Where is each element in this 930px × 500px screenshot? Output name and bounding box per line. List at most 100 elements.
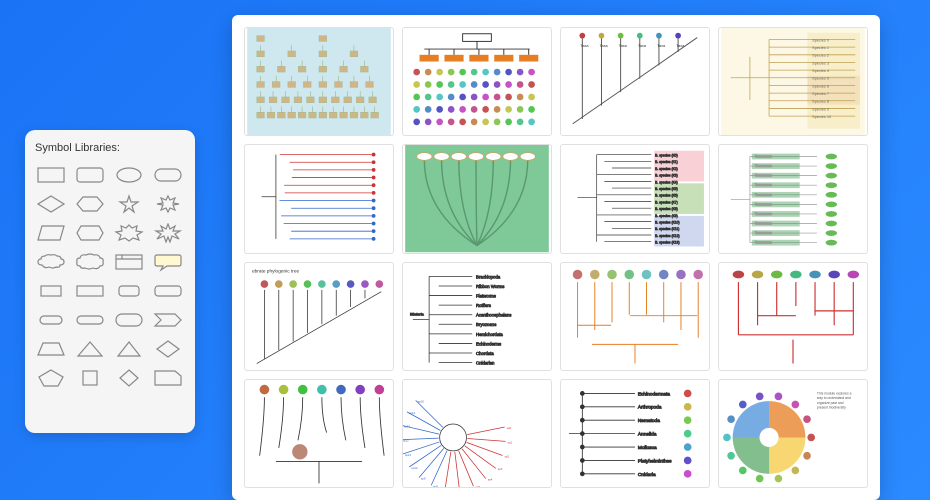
svg-text:B. species (K2): B. species (K2)	[655, 167, 678, 171]
svg-text:Bryozoans: Bryozoans	[476, 322, 496, 327]
template-thumb-t14[interactable]: sp0sp1sp2sp3sp4sp5sp6sp7sp8sp9sp10sp11sp…	[402, 379, 552, 488]
shape-trapezoid[interactable]	[35, 338, 67, 360]
template-thumb-t12[interactable]	[718, 262, 868, 371]
template-thumb-t15[interactable]: EchinodermataArthropodaNematodaAnnelidaM…	[560, 379, 710, 488]
shape-parallelogram[interactable]	[35, 222, 67, 244]
panel-title: Symbol Libraries:	[35, 142, 185, 154]
svg-text:sp13: sp13	[404, 424, 411, 428]
shape-small-rect[interactable]	[35, 280, 67, 302]
shape-rhombus[interactable]	[152, 338, 184, 360]
shape-wd-round-rect[interactable]	[152, 280, 184, 302]
svg-text:B. species (K1): B. species (K1)	[655, 160, 678, 164]
template-thumb-t6[interactable]	[402, 144, 552, 253]
template-thumb-t3[interactable]: TaxaTaxaTaxaTaxaTaxaTaxa	[560, 27, 710, 136]
shape-diamond[interactable]	[35, 193, 67, 215]
svg-text:Mollusca: Mollusca	[638, 445, 657, 451]
svg-text:Annelida: Annelida	[638, 431, 657, 437]
svg-text:organize past and: organize past and	[817, 401, 844, 405]
svg-text:Taxonname: Taxonname	[755, 174, 772, 178]
template-thumb-t4[interactable]: Species 0Species 1Species 2Species 3Spec…	[718, 27, 868, 136]
svg-text:Taxonname: Taxonname	[755, 241, 772, 245]
svg-text:B. species (K3): B. species (K3)	[655, 174, 678, 178]
svg-text:Bilateria: Bilateria	[410, 312, 425, 316]
svg-text:Brachiopoda: Brachiopoda	[476, 274, 501, 279]
svg-text:sp8: sp8	[433, 484, 438, 487]
template-thumb-t13[interactable]	[244, 379, 394, 488]
shape-rect[interactable]	[35, 164, 67, 186]
symbol-libraries-panel: Symbol Libraries:	[25, 130, 195, 433]
svg-text:B. species (K10): B. species (K10)	[655, 221, 680, 225]
svg-text:Species 7: Species 7	[812, 92, 829, 96]
template-thumb-t11[interactable]	[560, 262, 710, 371]
svg-text:sp12: sp12	[403, 438, 409, 442]
shape-grid	[35, 164, 185, 389]
svg-text:sp5: sp5	[475, 485, 480, 487]
shape-triangle[interactable]	[74, 338, 106, 360]
svg-text:Taxonname: Taxonname	[755, 164, 772, 168]
shape-sm-round-rect[interactable]	[113, 280, 145, 302]
svg-text:Echinoderms: Echinoderms	[476, 341, 501, 346]
shape-capsule[interactable]	[152, 164, 184, 186]
shape-long-pill[interactable]	[74, 309, 106, 331]
shape-burst[interactable]	[152, 193, 184, 215]
gallery-grid: TaxaTaxaTaxaTaxaTaxaTaxaSpecies 0Species…	[244, 27, 868, 488]
svg-text:sp15: sp15	[418, 399, 425, 403]
svg-text:Species 4: Species 4	[812, 69, 830, 73]
svg-text:Taxa: Taxa	[676, 44, 685, 48]
shape-pentagon[interactable]	[35, 367, 67, 389]
template-thumb-t16[interactable]: This module explores away to understand …	[718, 379, 868, 488]
template-thumb-t9[interactable]: ebrate phylogenic tree	[244, 262, 394, 371]
svg-text:B. species (K9): B. species (K9)	[655, 214, 678, 218]
svg-text:B. species (K7): B. species (K7)	[655, 201, 678, 205]
shape-big-cloud[interactable]	[74, 251, 106, 273]
shape-triangle2[interactable]	[113, 338, 145, 360]
shape-spiky-burst[interactable]	[152, 222, 184, 244]
shape-rounded-rect[interactable]	[74, 164, 106, 186]
svg-text:Species 6: Species 6	[812, 84, 829, 88]
svg-text:Cnidarian: Cnidarian	[476, 360, 495, 365]
svg-text:B. species (K4): B. species (K4)	[655, 181, 678, 185]
svg-text:sp4: sp4	[488, 477, 493, 481]
shape-speech-bubble[interactable]	[152, 251, 184, 273]
svg-text:present biodiversity: present biodiversity	[817, 405, 846, 409]
svg-text:Species 2: Species 2	[812, 54, 829, 58]
shape-hexagon[interactable]	[74, 222, 106, 244]
shape-pill[interactable]	[35, 309, 67, 331]
template-thumb-t1[interactable]	[244, 27, 394, 136]
template-gallery-panel: TaxaTaxaTaxaTaxaTaxaTaxaSpecies 0Species…	[232, 15, 880, 500]
svg-text:Taxa: Taxa	[580, 44, 589, 48]
shape-square[interactable]	[74, 367, 106, 389]
svg-text:Taxonname: Taxonname	[755, 183, 772, 187]
shape-cloud[interactable]	[35, 251, 67, 273]
svg-text:Taxa: Taxa	[657, 44, 666, 48]
template-thumb-t8[interactable]: Taxonname Taxonname Taxonname Taxonname Taxo…	[718, 144, 868, 253]
svg-text:sp9: sp9	[421, 476, 426, 480]
svg-text:ebrate phylogenic tree: ebrate phylogenic tree	[252, 268, 300, 274]
shape-octagon[interactable]	[74, 193, 106, 215]
shape-jagged-burst[interactable]	[113, 222, 145, 244]
shape-ellipse[interactable]	[113, 164, 145, 186]
shape-chevron-right[interactable]	[152, 309, 184, 331]
shape-star[interactable]	[113, 193, 145, 215]
template-thumb-t5[interactable]	[244, 144, 394, 253]
svg-text:Taxa: Taxa	[619, 44, 628, 48]
template-thumb-t2[interactable]	[402, 27, 552, 136]
template-thumb-t7[interactable]: B. species (K0) B. species (K1) B. species…	[560, 144, 710, 253]
svg-text:B. species (K0): B. species (K0)	[655, 154, 678, 158]
shape-stadium[interactable]	[113, 309, 145, 331]
svg-text:sp2: sp2	[504, 454, 509, 458]
svg-text:Species 0: Species 0	[812, 38, 829, 42]
svg-text:Rotifers: Rotifers	[476, 303, 491, 308]
svg-text:Chordata: Chordata	[476, 350, 494, 355]
svg-text:Taxonname: Taxonname	[755, 203, 772, 207]
svg-text:Nematoda: Nematoda	[638, 418, 660, 424]
svg-text:B. species (K13): B. species (K13)	[655, 241, 680, 245]
svg-text:Echinodermata: Echinodermata	[638, 391, 670, 397]
svg-text:sp1: sp1	[507, 440, 512, 444]
shape-wide-rect[interactable]	[74, 280, 106, 302]
template-thumb-t10[interactable]: BrachiopodaRibbon WormsFlatwormsRotifers…	[402, 262, 552, 371]
shape-card[interactable]	[152, 367, 184, 389]
svg-text:Taxonname: Taxonname	[755, 212, 772, 216]
shape-window[interactable]	[113, 251, 145, 273]
shape-diamond2[interactable]	[113, 367, 145, 389]
